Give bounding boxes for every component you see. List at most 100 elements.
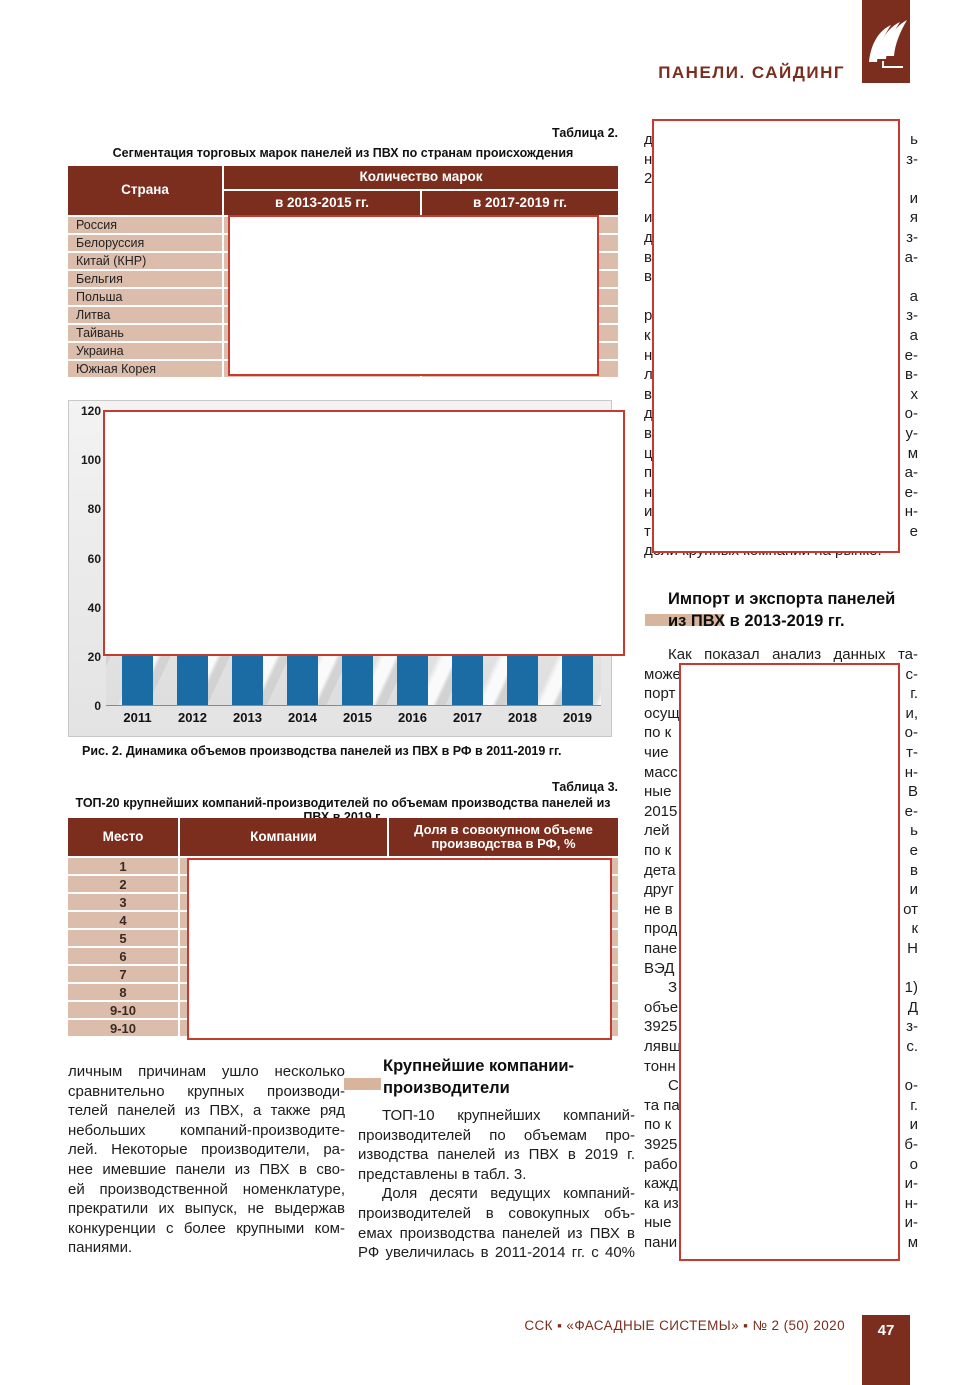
body-line: небольших компаний-производите-: [68, 1121, 345, 1139]
redacted-line: н е-: [644, 483, 918, 501]
section-title: ПАНЕЛИ. САЙДИНГ: [658, 63, 845, 82]
rank-cell: 7: [68, 966, 178, 982]
body-line: лей. Некоторые производители, ра-: [68, 1141, 345, 1159]
redacted-line: 3925 з-: [644, 1018, 918, 1036]
x-axis-tick: 2019: [563, 710, 592, 725]
section-heading: Крупнейшие компании-: [383, 1057, 575, 1075]
body-line: паниями.: [68, 1239, 133, 1257]
rank-cell: 1: [68, 858, 178, 874]
redacted-line: порт г.: [644, 685, 918, 703]
body-line: конкуренции с более крупными ком-: [68, 1219, 345, 1237]
body-line: телей панелей из ПВХ, а также ряд: [68, 1102, 345, 1120]
body-line: прекратили их выпуск, не выдержав: [68, 1200, 345, 1218]
rank-cell: 3: [68, 894, 178, 910]
country-cell: Китай (КНР): [68, 253, 222, 269]
rank-cell: 9-10: [68, 1002, 178, 1018]
redacted-line: н з-: [644, 150, 918, 168]
x-axis-tick: 2013: [233, 710, 262, 725]
section-heading: производители: [383, 1078, 510, 1097]
redacted-line: 3925 б-: [644, 1135, 918, 1153]
table2-title: Сегментация торговых марок панелей из ПВ…: [112, 146, 574, 160]
x-axis-tick: 2014: [288, 710, 317, 725]
redacted-line: п а-: [644, 464, 918, 482]
figure2-caption: Рис. 2. Динамика объемов производства па…: [82, 744, 562, 758]
body-column-middle: Крупнейшие компании- производители ТОП-1…: [358, 1056, 635, 1263]
x-axis-tick: 2017: [453, 710, 482, 725]
rank-cell: 8: [68, 984, 178, 1000]
redacted-line: осущ и,: [644, 704, 918, 722]
redacted-line: д о-: [644, 405, 918, 423]
y-axis-tick: 100: [80, 453, 101, 467]
footer-journal-line: ССК ▪ «ФАСАДНЫЕ СИСТЕМЫ» ▪ № 2 (50) 2020: [524, 1318, 845, 1333]
country-cell: Украина: [68, 343, 222, 359]
redaction-box-table3: [187, 858, 612, 1040]
body-line: нее имевшие панели из ПВХ в сво-: [68, 1160, 345, 1178]
page-number: 47: [862, 1315, 910, 1385]
country-cell: Белоруссия: [68, 235, 222, 251]
redacted-line: масс н-: [644, 763, 918, 781]
redacted-line: объе Д: [644, 998, 918, 1016]
heading-highlight: [344, 1078, 381, 1090]
body-line: Доля десяти ведущих компаний-: [382, 1185, 635, 1203]
x-axis-tick: 2011: [123, 710, 152, 725]
redacted-line: чие т-: [644, 744, 918, 762]
country-cell: Литва: [68, 307, 222, 323]
y-axis-tick: 120: [80, 404, 101, 418]
redacted-line: 2015 е-: [644, 802, 918, 820]
country-cell: Бельгия: [68, 271, 222, 287]
redacted-line: а: [909, 287, 918, 305]
body-line: производителей в совокупных объ-: [358, 1204, 635, 1222]
x-axis-tick: 2018: [508, 710, 537, 725]
body-line: Как показал анализ данных та-: [668, 646, 918, 664]
section-heading: Импорт и экспорта панелей: [668, 590, 896, 609]
table3-header-share: Доля в совокупном объеме производства в …: [389, 818, 618, 856]
body-line: ТОП-10 крупнейших компаний-: [382, 1107, 635, 1124]
redacted-line: л в-: [644, 366, 918, 384]
body-line: РФ увеличилась в 2011-2014 гг. с 40%: [358, 1244, 635, 1262]
table2-header-period1: в 2013-2015 гг.: [224, 191, 420, 215]
redacted-line: пани м: [644, 1233, 918, 1251]
redacted-line: 2: [644, 170, 653, 188]
redacted-line: пане Н: [644, 939, 918, 957]
redacted-line: в а-: [644, 248, 918, 266]
country-cell: Россия: [68, 217, 222, 233]
redacted-line: ВЭД: [644, 959, 675, 977]
y-axis-tick: 40: [87, 601, 101, 615]
redaction-box-table2: [228, 215, 599, 376]
redacted-line: та па г.: [644, 1096, 918, 1114]
redacted-line: друг и: [644, 881, 918, 899]
body-line: производителей по объемам про-: [358, 1126, 635, 1144]
section-heading: из ПВХ в 2013-2019 гг.: [668, 611, 845, 630]
redacted-line: може с-: [644, 665, 918, 683]
redacted-line: ные В: [644, 783, 918, 801]
redacted-line: дета в: [644, 861, 918, 879]
country-cell: Тайвань: [68, 325, 222, 341]
redaction-box-chart: [103, 410, 625, 656]
redacted-line: н е-: [644, 346, 918, 364]
body-line: сравнительно крупных производи-: [68, 1082, 345, 1100]
redaction-box-right-column-bottom: [679, 663, 900, 1261]
y-axis-tick: 20: [87, 650, 101, 664]
redacted-line: д з-: [644, 228, 918, 246]
table2-header-group: Количество марок: [224, 166, 618, 189]
redacted-line: тонн: [644, 1057, 676, 1075]
redacted-line: не в от: [644, 900, 918, 918]
y-axis-tick: 0: [94, 699, 101, 713]
rank-cell: 2: [68, 876, 178, 892]
x-axis-tick: 2016: [398, 710, 427, 725]
rank-cell: 5: [68, 930, 178, 946]
body-line: личным причинам ушло несколько: [68, 1063, 345, 1080]
rank-cell: 4: [68, 912, 178, 928]
redacted-line: и н-: [644, 503, 918, 521]
table2-header-country: Страна: [68, 166, 222, 215]
x-axis-tick: 2015: [343, 710, 372, 725]
